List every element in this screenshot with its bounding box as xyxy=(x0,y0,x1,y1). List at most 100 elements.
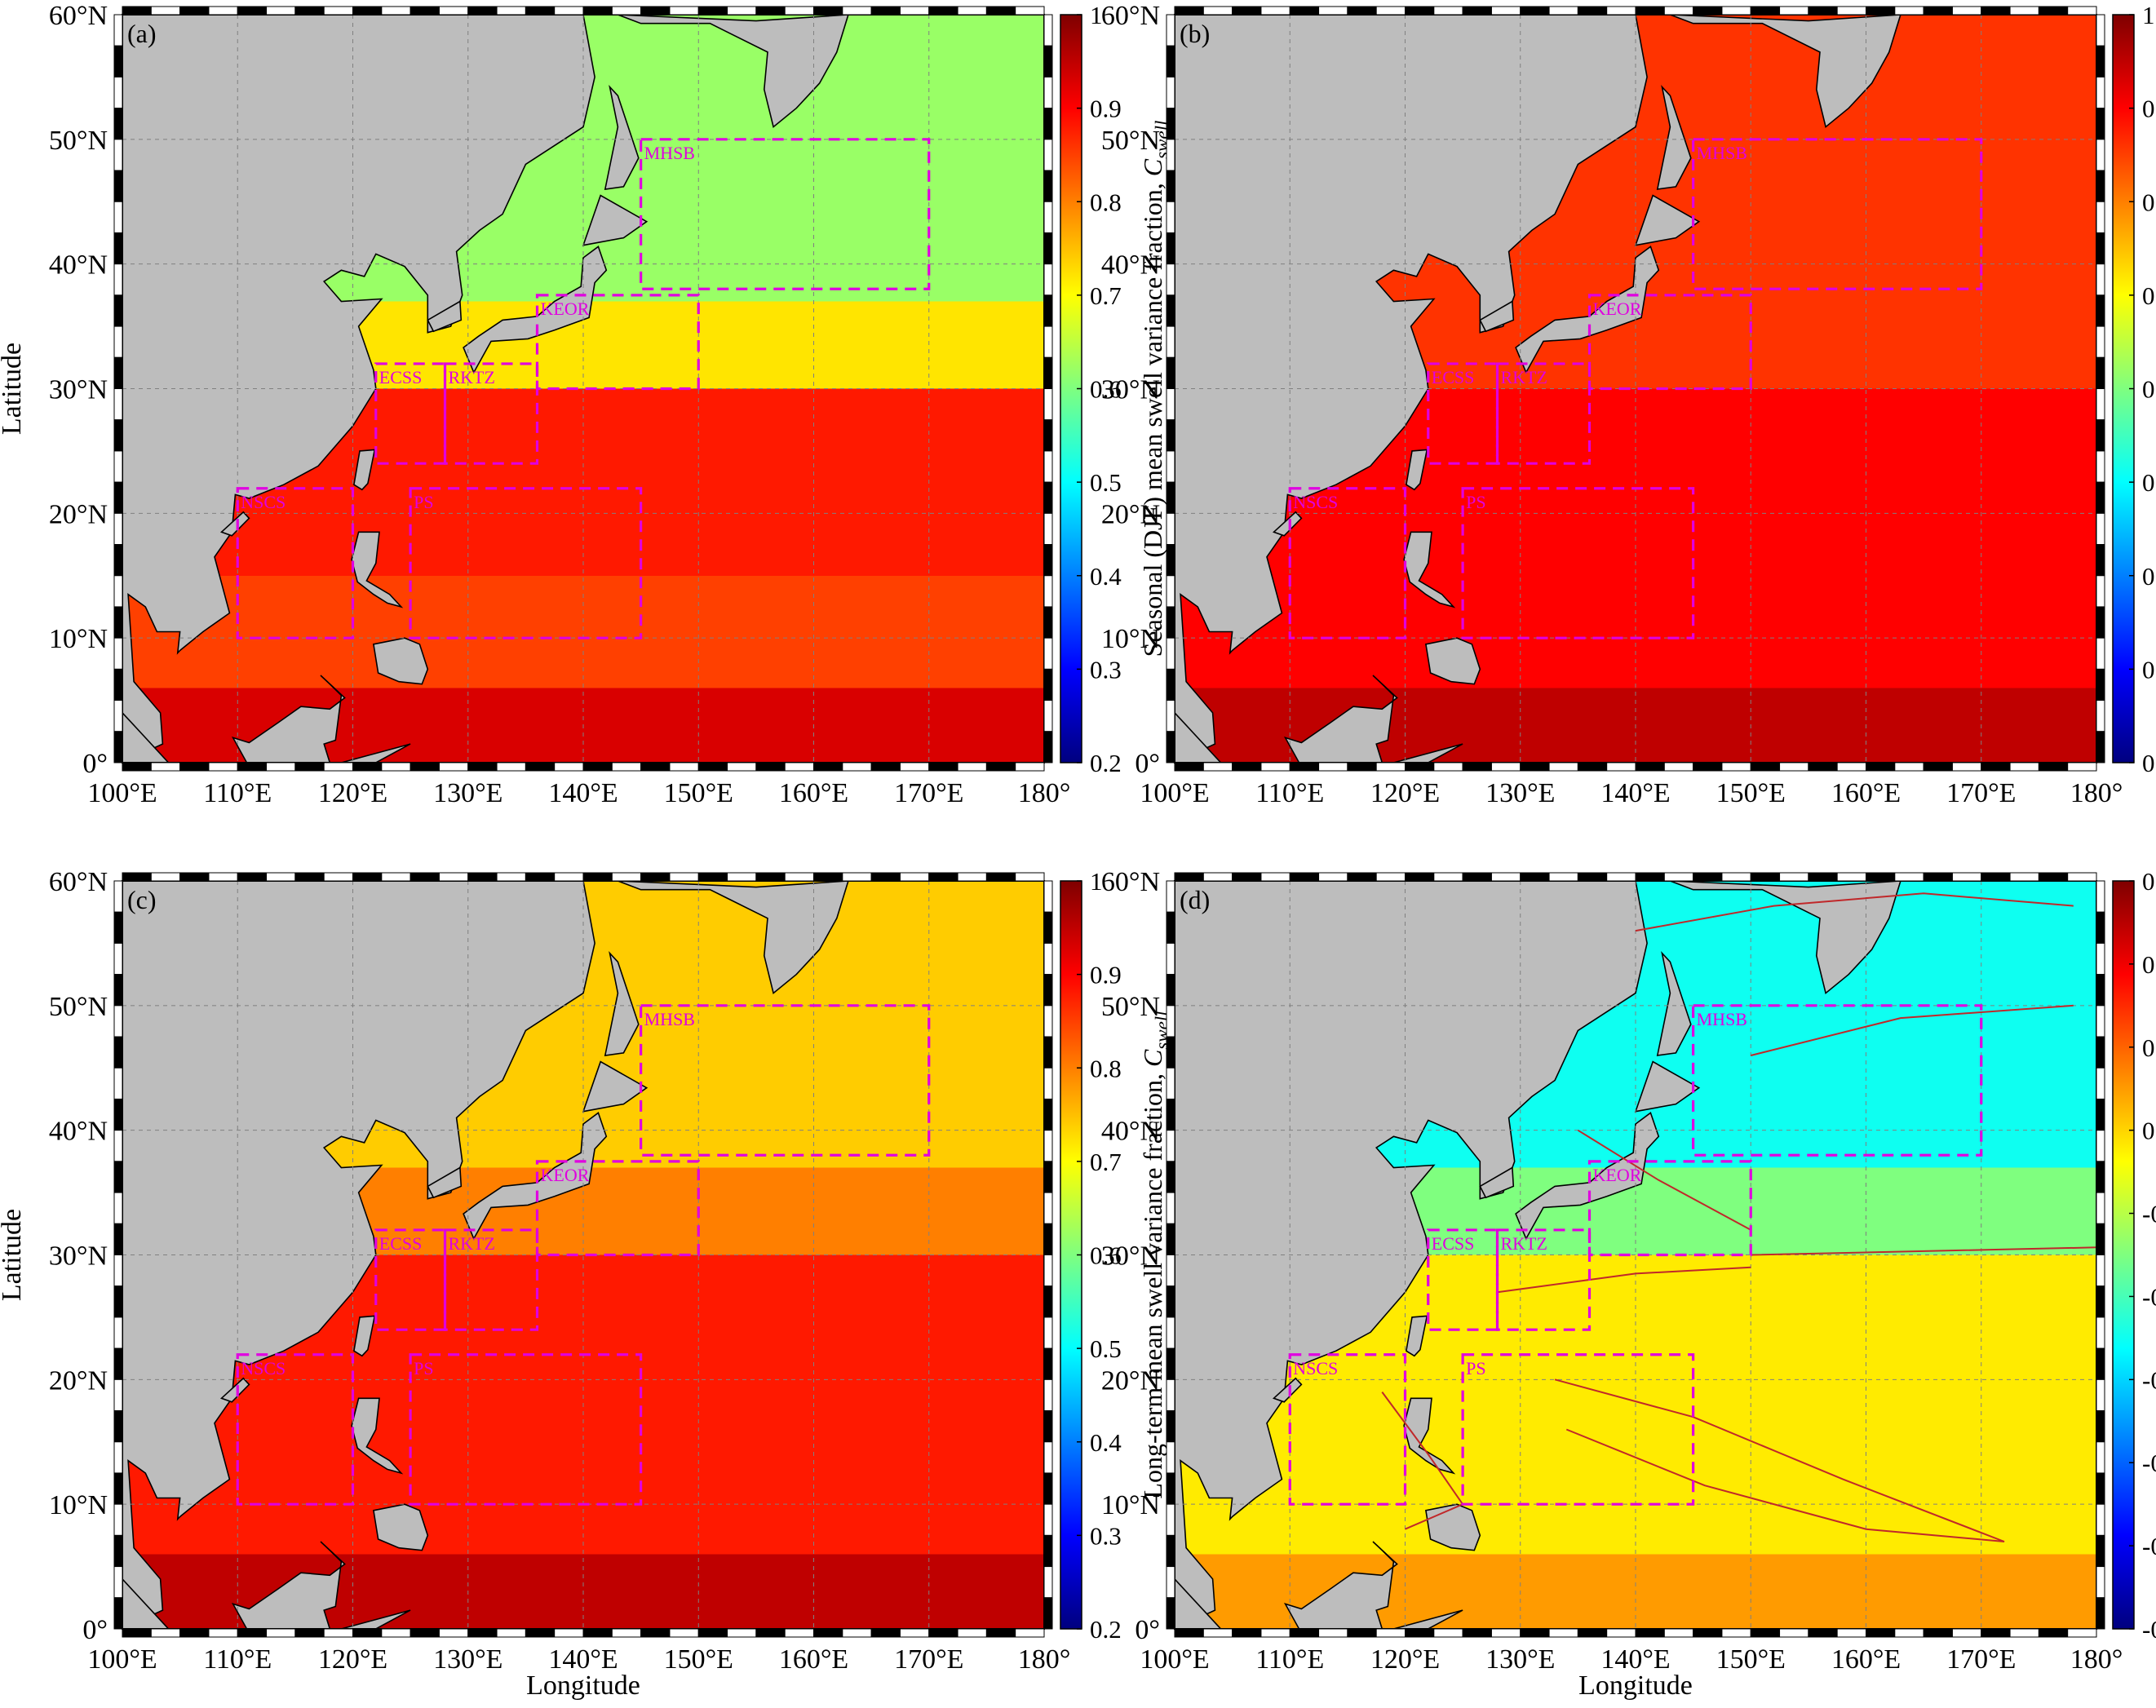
y-tick-label: 30°N xyxy=(49,1241,108,1272)
frame-segment xyxy=(1043,606,1053,639)
colorbar-tick-label: 0.9 xyxy=(1090,95,1122,123)
region-label: NSCS xyxy=(241,1358,286,1378)
frame-segment xyxy=(1375,1628,1406,1638)
frame-segment xyxy=(1490,762,1521,772)
frame-segment xyxy=(323,762,353,772)
colorbar-tick-label: 0.6 xyxy=(1090,1241,1122,1270)
land-mass xyxy=(1403,531,1456,608)
frame-segment xyxy=(2096,356,2105,389)
frame-segment xyxy=(1693,1628,1723,1638)
frame-segment xyxy=(2096,294,2105,327)
frame-segment xyxy=(352,762,383,772)
region-ecss: ECSS xyxy=(1427,1228,1499,1331)
frame-segment xyxy=(1318,762,1348,772)
colorbar-tick-label: 0.6 xyxy=(1090,375,1122,404)
frame-segment xyxy=(1043,1192,1053,1224)
frame-segment xyxy=(899,6,930,15)
frame-segment xyxy=(1166,201,1175,233)
frame-segment xyxy=(2096,1098,2105,1131)
colorbar-tick-label: 0.4 xyxy=(1090,562,1122,591)
frame-segment xyxy=(1981,762,2011,772)
frame-segment xyxy=(842,1628,872,1638)
frame-segment xyxy=(237,762,268,772)
frame-segment xyxy=(2096,544,2105,577)
frame-segment xyxy=(113,911,123,944)
frame-segment xyxy=(928,1628,958,1638)
frame-segment xyxy=(266,762,296,772)
frame-segment xyxy=(113,575,123,608)
frame-segment xyxy=(1260,762,1291,772)
frame-segment xyxy=(2096,1347,2105,1380)
land-mass xyxy=(231,1541,346,1630)
region-label: ECSS xyxy=(379,1233,423,1254)
frame-segment xyxy=(2096,76,2105,109)
frame-segment xyxy=(1490,872,1521,882)
region-label: MHSB xyxy=(644,1009,695,1029)
region-mhsb: MHSB xyxy=(640,138,931,290)
x-tick-label: 130°E xyxy=(1485,1644,1555,1675)
region-box xyxy=(1495,362,1592,465)
frame-segment xyxy=(113,76,123,109)
frame-segment xyxy=(1174,762,1204,772)
frame-segment xyxy=(1433,1628,1463,1638)
frame-segment xyxy=(2067,762,2097,772)
frame-segment xyxy=(113,388,123,421)
y-axis-label: Latitude xyxy=(0,1209,27,1301)
frame-segment xyxy=(1043,450,1053,483)
frame-segment xyxy=(554,762,584,772)
x-tick-label: 120°E xyxy=(318,1644,387,1675)
frame-segment xyxy=(1894,762,1924,772)
frame-segment xyxy=(813,1628,843,1638)
colorbar-tick-label: 0.8 xyxy=(1090,1054,1122,1082)
frame-segment xyxy=(1866,762,1896,772)
frame-segment xyxy=(2096,481,2105,514)
x-tick-label: 160°E xyxy=(779,778,848,808)
frame-segment xyxy=(438,6,469,15)
region-label: PS xyxy=(414,492,433,512)
land-mass xyxy=(219,511,250,537)
frame-segment xyxy=(122,6,152,15)
colorbar-symbol: C xyxy=(1138,1049,1167,1067)
frame-segment xyxy=(813,762,843,772)
frame-segment xyxy=(179,762,210,772)
frame-segment xyxy=(113,14,123,46)
colorbar-tick-label: 0.2 xyxy=(1090,749,1122,777)
frame-segment xyxy=(1043,942,1053,976)
region-label: MHSB xyxy=(1697,1009,1747,1029)
frame-segment xyxy=(1043,1566,1053,1599)
colorbar-tick-label: 0.3 xyxy=(1090,1521,1122,1550)
panel-label: (d) xyxy=(1180,885,1210,914)
frame-segment xyxy=(669,1628,699,1638)
frame-segment xyxy=(410,872,440,882)
frame-segment xyxy=(1043,388,1053,421)
frame-segment xyxy=(957,762,987,772)
frame-segment xyxy=(2096,575,2105,608)
frame-segment xyxy=(727,762,757,772)
frame-segment xyxy=(113,1441,123,1474)
frame-segment xyxy=(1166,637,1175,670)
frame-segment xyxy=(957,872,987,882)
colorbar-tick-label: 1 xyxy=(2142,1,2155,29)
land-mass xyxy=(1283,675,1398,763)
frame-segment xyxy=(1548,872,1578,882)
frame-segment xyxy=(1635,762,1665,772)
colorbar-tick-label: 0.8 xyxy=(1090,188,1122,216)
region-label: MHSB xyxy=(1697,143,1747,163)
frame-segment xyxy=(1174,872,1204,882)
frame-segment xyxy=(2096,108,2105,140)
frame-segment xyxy=(2096,201,2105,233)
land-mass xyxy=(1515,1112,1660,1241)
frame-segment xyxy=(2096,1597,2105,1630)
colorbar-bar xyxy=(2112,880,2135,1630)
region-ps: PS xyxy=(1461,487,1695,639)
frame-segment xyxy=(113,512,123,546)
frame-segment xyxy=(1166,512,1175,546)
y-tick-label: 20°N xyxy=(1101,1365,1160,1396)
y-tick-label: 20°N xyxy=(1101,499,1160,529)
frame-segment xyxy=(1043,1098,1053,1131)
frame-segment xyxy=(323,1628,353,1638)
region-ps: PS xyxy=(409,487,643,639)
frame-segment xyxy=(113,1503,123,1536)
frame-segment xyxy=(150,1628,181,1638)
colorbar-label-text: Seasonal (DJF) mean swell variance fract… xyxy=(1138,176,1167,657)
